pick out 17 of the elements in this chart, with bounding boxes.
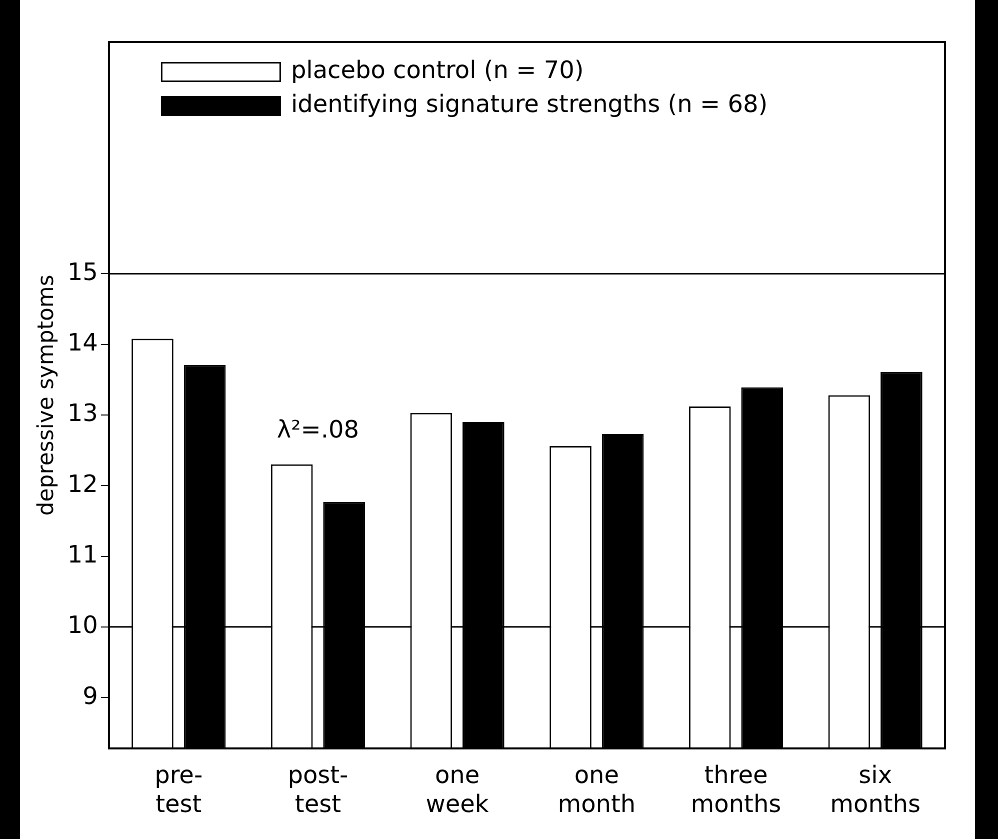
legend-label: placebo control (n = 70) bbox=[290, 56, 584, 84]
x-tick-label: three months bbox=[690, 761, 782, 818]
x-tick-label: six months bbox=[830, 761, 921, 818]
y-tick-label: 11 bbox=[67, 540, 98, 568]
x-tick-label: pre-test bbox=[154, 761, 203, 818]
y-tick-label: 15 bbox=[67, 258, 98, 286]
x-tick-label: one month bbox=[558, 761, 636, 818]
x-tick-label: post-test bbox=[288, 761, 348, 818]
y-tick-label: 12 bbox=[67, 470, 98, 498]
y-axis-title: depressive symptoms bbox=[34, 274, 59, 516]
y-tick-label: 9 bbox=[82, 682, 98, 710]
y-tick-label: 13 bbox=[67, 399, 98, 428]
y-tick-label: 14 bbox=[67, 328, 98, 357]
y-tick-label: 10 bbox=[67, 611, 98, 640]
legend-label: identifying signature strengths (n = 68) bbox=[290, 90, 768, 118]
x-tick-label: one week bbox=[426, 761, 489, 818]
annotation: λ²=.08 bbox=[276, 416, 360, 444]
